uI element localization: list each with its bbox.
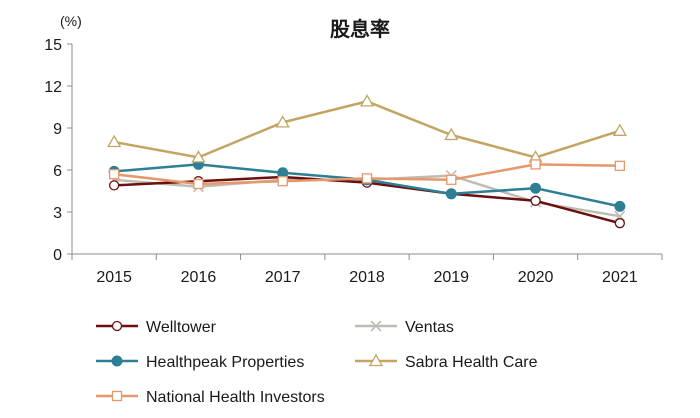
- x-tick-label: 2017: [265, 269, 301, 286]
- legend: Welltower Ventas Healthpeak Properties Sabr…: [96, 319, 538, 406]
- data-point-sabra-health-care: [359, 94, 375, 107]
- data-point-national-health-investors: [193, 178, 204, 190]
- legend-label: Sabra Health Care: [405, 354, 538, 371]
- data-point-national-health-investors: [108, 169, 120, 180]
- legend-swatch-marker: [111, 320, 123, 332]
- data-point-sabra-health-care: [107, 134, 122, 148]
- data-point-national-health-investors: [614, 160, 626, 171]
- legend-item-healthpeak-properties: Healthpeak Properties: [96, 354, 304, 371]
- x-tick-label: 2021: [602, 269, 638, 286]
- x-tick-label: 2019: [433, 269, 469, 286]
- data-point-sabra-health-care: [275, 115, 290, 128]
- y-tick-label: 15: [44, 37, 62, 54]
- legend-label: Welltower: [146, 319, 217, 336]
- legend-item-welltower: Welltower: [96, 319, 217, 336]
- series-line-sabra-health-care: [113, 100, 621, 159]
- chart-title: 股息率: [330, 17, 390, 41]
- y-tick-label: 3: [53, 205, 62, 222]
- y-tick-label: 6: [53, 163, 62, 180]
- data-point-national-health-investors: [277, 176, 288, 187]
- y-axis-unit: (%): [60, 13, 82, 29]
- data-point-national-health-investors: [530, 159, 541, 170]
- x-tick-label: 2018: [349, 269, 385, 286]
- legend-label: Healthpeak Properties: [146, 354, 304, 371]
- legend-swatch-marker: [111, 390, 123, 402]
- data-point-national-health-investors: [446, 174, 457, 185]
- data-point-healthpeak-properties: [530, 182, 542, 194]
- data-point-welltower: [108, 180, 120, 191]
- x-tick-label: 2016: [181, 269, 217, 286]
- legend-item-ventas: Ventas: [355, 319, 454, 336]
- legend-swatch-marker: [368, 353, 384, 367]
- data-point-welltower: [614, 218, 626, 229]
- x-tick-label: 2020: [518, 269, 554, 286]
- y-tick-label: 0: [53, 247, 62, 264]
- legend-item-national-health-investors: National Health Investors: [96, 389, 325, 406]
- data-point-sabra-health-care: [191, 150, 206, 163]
- legend-label: Ventas: [405, 319, 454, 336]
- plot-area: [107, 94, 627, 229]
- data-point-healthpeak-properties: [445, 188, 457, 200]
- axes: 0 3 6 9 12 15 2015 2016 2017 2018 2019 2020 2021: [44, 37, 663, 286]
- data-point-national-health-investors: [361, 173, 373, 184]
- legend-swatch-marker: [370, 320, 382, 332]
- y-tick-label: 9: [53, 121, 62, 138]
- data-point-healthpeak-properties: [614, 200, 626, 212]
- x-tick-label: 2015: [96, 269, 132, 286]
- series-sabra-health-care: [107, 94, 627, 163]
- data-point-welltower: [530, 195, 541, 206]
- series-national-health-investors: [108, 159, 626, 190]
- data-point-sabra-health-care: [444, 127, 459, 141]
- legend-label: National Health Investors: [146, 389, 325, 406]
- data-point-sabra-health-care: [612, 123, 627, 136]
- y-tick-label: 12: [44, 79, 62, 96]
- legend-item-sabra-health-care: Sabra Health Care: [355, 353, 538, 371]
- legend-swatch-marker: [111, 355, 123, 367]
